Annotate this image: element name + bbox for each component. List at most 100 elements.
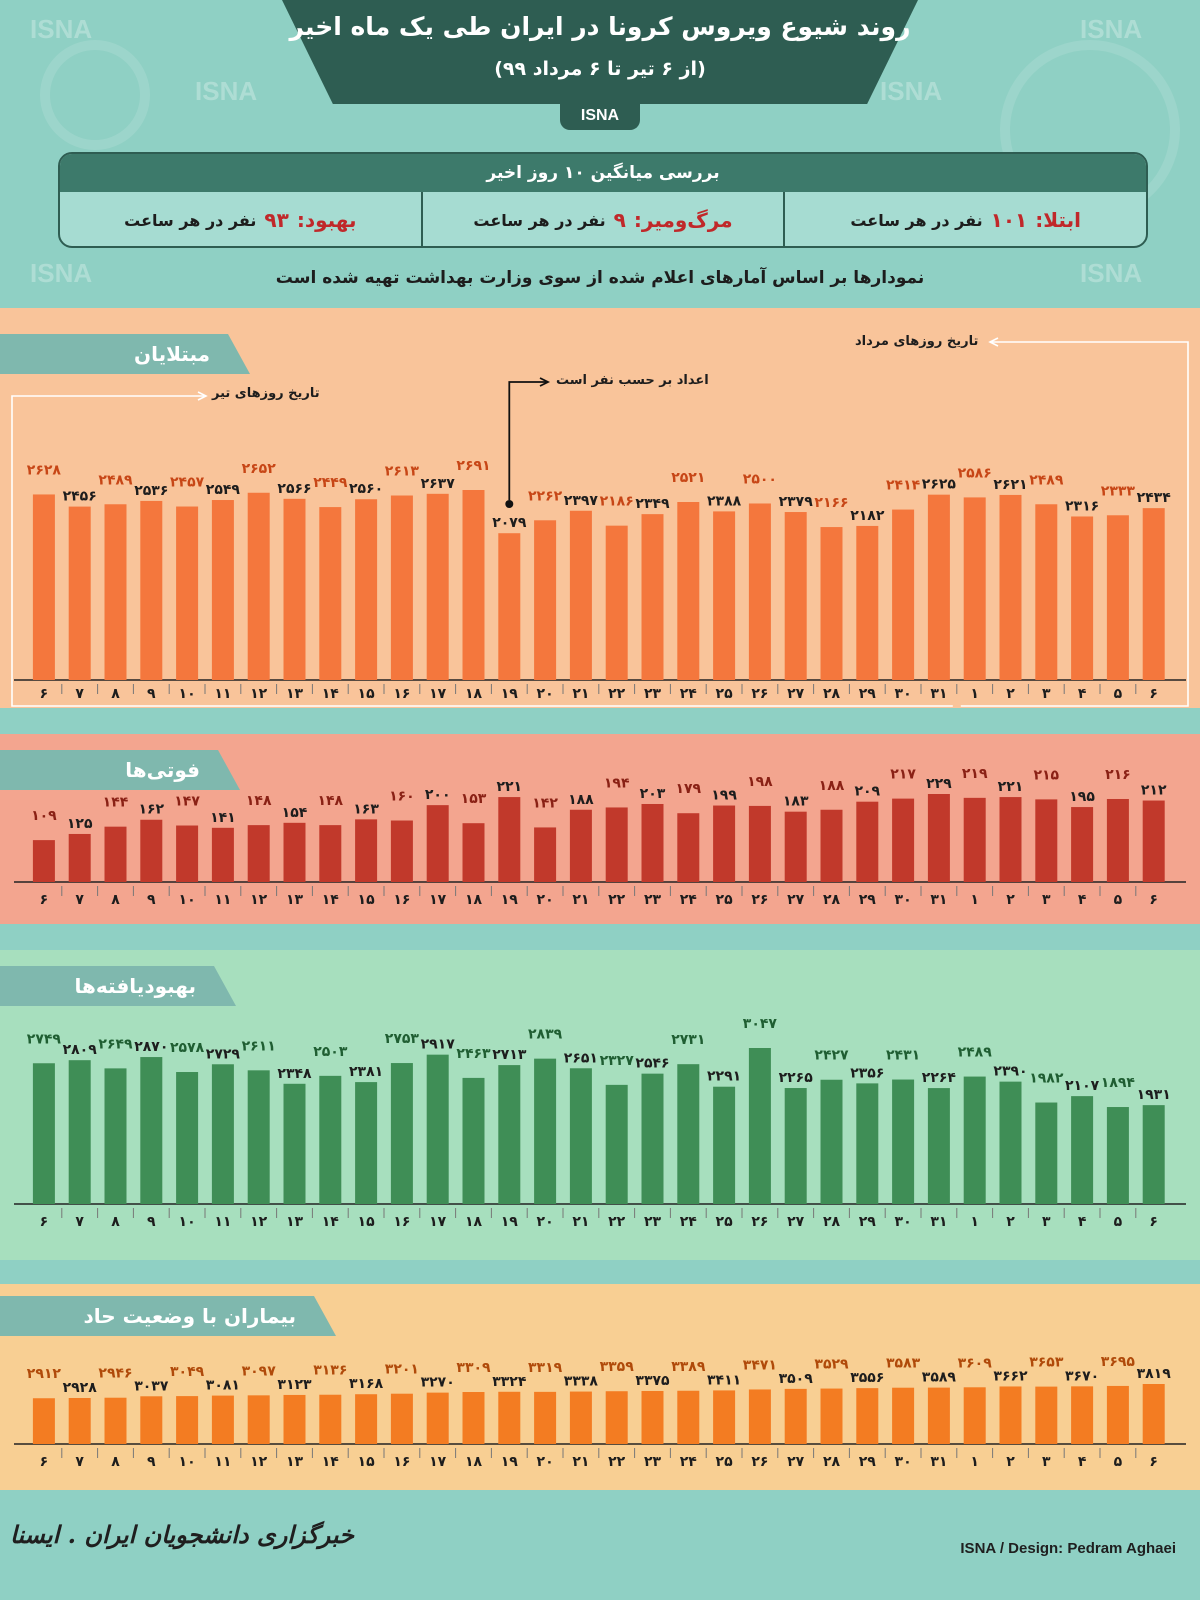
tick-label: ۲۹ — [859, 1214, 877, 1230]
average-label: ابتلا: — [1035, 208, 1081, 232]
bar — [641, 1390, 664, 1444]
tick-label: ۱۵ — [358, 1214, 376, 1230]
data-label: ۳۵۰۹ — [779, 1371, 814, 1387]
tick-label: ۳۱ — [930, 1454, 947, 1470]
data-label: ۱۹۸ — [747, 774, 773, 790]
tick-label: ۷ — [75, 686, 84, 702]
data-label: ۱۹۸۲ — [1029, 1071, 1064, 1087]
data-label: ۲۰۰ — [425, 787, 451, 803]
tick-label: ۳۰ — [895, 686, 912, 702]
data-label: ۲۱۶۶ — [814, 495, 848, 511]
data-label: ۱۸۳ — [783, 794, 809, 810]
bar — [1106, 1107, 1129, 1204]
data-label: ۲۲۶۲ — [528, 488, 563, 504]
tick-label: ۲۰ — [537, 892, 554, 908]
watermark: ISNA — [195, 76, 258, 106]
bar — [176, 825, 199, 882]
watermark: ISNA — [30, 14, 93, 44]
bar — [498, 1065, 521, 1204]
design-credit: ISNA / Design: Pedram Aghaei — [960, 1540, 1176, 1557]
tick-label: ۲۸ — [823, 686, 841, 702]
data-label: ۱۴۴ — [103, 795, 129, 811]
bar — [68, 1397, 91, 1444]
data-label: ۳۳۷۵ — [635, 1373, 670, 1389]
data-label: ۲۴۳۴ — [1137, 490, 1172, 506]
data-label: ۱۷۹ — [675, 781, 701, 797]
data-label: ۲۵۸۶ — [958, 465, 992, 481]
bar — [1071, 1386, 1094, 1444]
tick-label: ۱۸ — [465, 892, 483, 908]
bar — [104, 826, 127, 882]
bar — [999, 494, 1022, 680]
data-label: ۱۸۸ — [568, 792, 594, 808]
data-label: ۱۴۱ — [210, 810, 236, 826]
data-label: ۲۴۸۹ — [98, 472, 133, 488]
tick-label: ۲۱ — [572, 1454, 589, 1470]
data-label: ۲۵۴۶ — [635, 1056, 669, 1072]
data-label: ۲۶۹۱ — [456, 458, 490, 474]
data-label: ۲۱۵ — [1033, 767, 1059, 783]
bar — [426, 1392, 449, 1444]
critical-panel: بیماران با وضعیت حاد ۲۹۱۲ ۶ ۲۹۲۸ ۷ ۲۹۴۶ ۸ ۳۰۳۷… — [0, 1284, 1200, 1490]
data-label: ۲۰۹ — [854, 784, 880, 800]
data-label: ۲۱۷ — [890, 767, 916, 783]
bar — [713, 1086, 736, 1204]
tick-label: ۲۶ — [751, 892, 768, 908]
tick-label: ۳۰ — [895, 1214, 912, 1230]
tick-label: ۴ — [1078, 686, 1087, 702]
data-label: ۲۷۲۹ — [206, 1046, 241, 1062]
bar — [999, 1386, 1022, 1444]
mordad-bracket — [960, 341, 1189, 707]
tick-label: ۱۹ — [501, 686, 519, 702]
data-label: ۲۵۷۸ — [170, 1040, 205, 1056]
tick-label: ۴ — [1078, 892, 1087, 908]
tick-label: ۲۹ — [859, 686, 877, 702]
data-label: ۲۳۴۸ — [277, 1066, 312, 1082]
data-label: ۲۹۱۲ — [27, 1366, 62, 1382]
tick-label: ۲۷ — [787, 892, 805, 908]
tick-label: ۱۸ — [465, 1454, 483, 1470]
tick-label: ۲۹ — [859, 892, 877, 908]
data-label: ۲۵۴۹ — [206, 482, 241, 498]
arrow-icon — [197, 391, 208, 401]
data-label: ۲۸۷۰ — [134, 1039, 168, 1055]
deaths-chart: ۱۰۹۶۱۲۵۷۱۴۴۸۱۶۲۹۱۴۷۱۰۱۴۱۱۱۱۴۸۱۲۱۵۴۱۳۱۴۸۱… — [14, 766, 1186, 908]
bar — [1071, 1096, 1094, 1204]
data-label: ۲۲۹ — [926, 776, 952, 792]
deaths-title: فوتی‌ها — [0, 750, 240, 790]
tick-label: ۲۳ — [644, 1454, 662, 1470]
data-label: ۲۵۰۰ — [743, 471, 777, 487]
deaths-panel: فوتی‌ها ۱۰۹ ۶ ۱۲۵ ۷ ۱۴۴ ۸ ۱۶۲ ۹ ۱۴۷ ۱۰ ۱۴۱ ۱۱ ۱۴۸ ۱۲ ۱… — [0, 734, 1200, 924]
tick-label: ۴ — [1078, 1454, 1087, 1470]
data-label: ۳۴۷۱ — [743, 1357, 777, 1373]
bar — [319, 1075, 342, 1204]
watermark: ISNA — [880, 76, 943, 106]
data-label: ۱۸۹۴ — [1101, 1075, 1136, 1091]
tick-label: ۲۲ — [608, 892, 626, 908]
averages-box: بررسی میانگین ۱۰ روز اخیر ابتلا: ۱۰۱ نفر… — [58, 152, 1148, 248]
bar — [426, 1054, 449, 1204]
bar — [247, 1070, 270, 1204]
data-label: ۲۳۴۹ — [635, 496, 670, 512]
unit-pointer — [508, 381, 548, 500]
bar — [176, 506, 199, 680]
tick-label: ۲۱ — [572, 1214, 589, 1230]
bar — [211, 827, 234, 882]
data-label: ۳۴۱۱ — [707, 1372, 741, 1388]
data-label: ۳۰۴۷ — [743, 1016, 778, 1032]
data-label: ۳۸۱۹ — [1137, 1366, 1172, 1382]
data-label: ۳۱۶۸ — [349, 1376, 384, 1392]
data-label: ۲۶۵۲ — [242, 461, 277, 477]
tick-label: ۱۷ — [429, 1454, 447, 1470]
data-label: ۲۳۵۶ — [850, 1065, 884, 1081]
tick-label: ۲۵ — [716, 1214, 734, 1230]
bar — [32, 1063, 55, 1204]
tick-label: ۱۷ — [429, 686, 447, 702]
tick-label: ۳ — [1042, 686, 1051, 702]
tick-label: ۲۵ — [716, 892, 734, 908]
data-label: ۲۳۱۶ — [1065, 498, 1099, 514]
data-label: ۳۳۳۸ — [564, 1374, 599, 1390]
bar — [784, 512, 807, 680]
watermark: ISNA — [1080, 14, 1143, 44]
data-label: ۳۲۰۱ — [385, 1362, 419, 1378]
